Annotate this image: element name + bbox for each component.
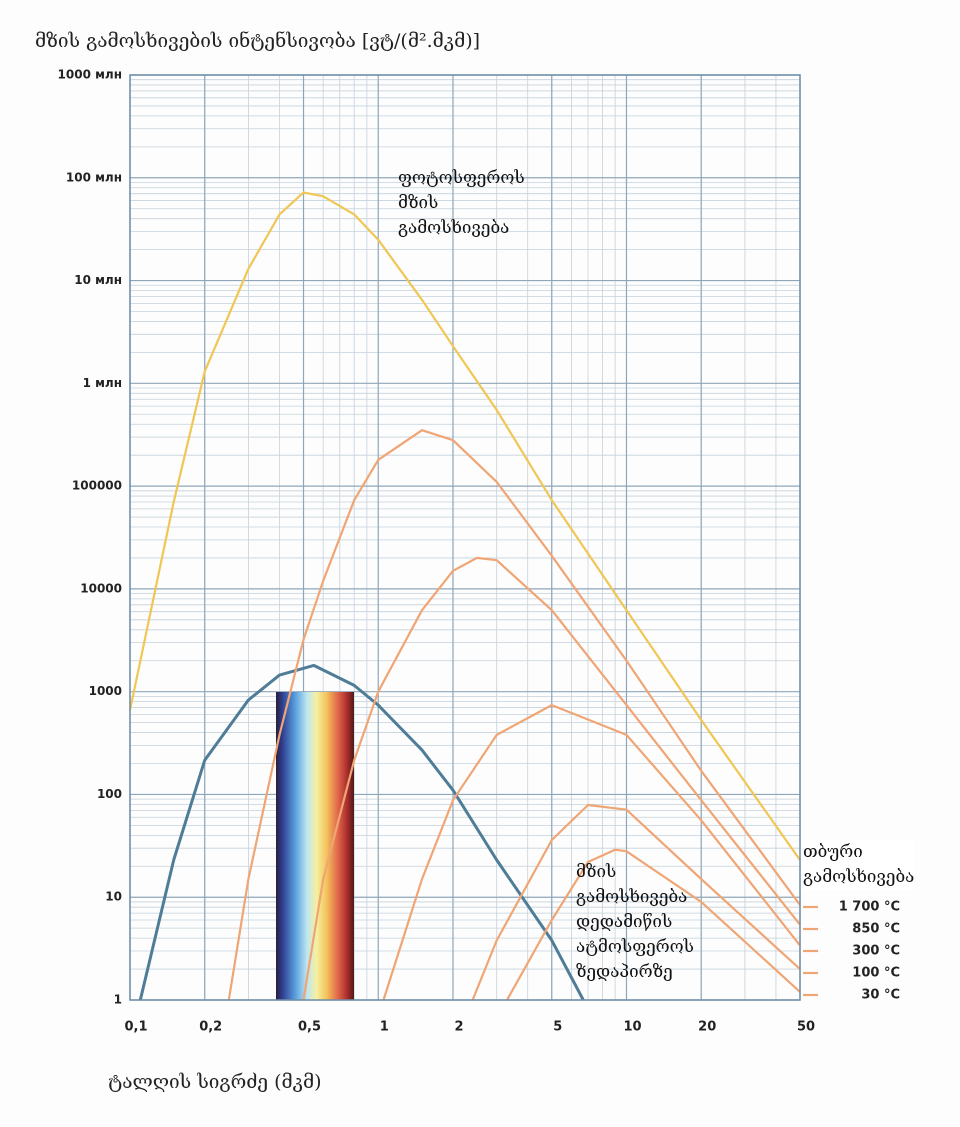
ticks: 0,1 0,2 0,5 1 2 5 10 20 50 1 10 100 1000 10000 100000 1… bbox=[58, 68, 816, 1035]
series-line bbox=[471, 803, 801, 1001]
series-line bbox=[138, 663, 585, 1001]
y-tick-label: 1000 bbox=[89, 684, 122, 698]
x-tick-label: 0,2 bbox=[199, 1020, 222, 1035]
y-tick-label: 100 млн bbox=[66, 170, 122, 184]
x-tick-label: 0,5 bbox=[298, 1020, 321, 1035]
y-tick-label: 10000 bbox=[80, 581, 122, 595]
legend-label: 850 °C bbox=[852, 922, 900, 937]
y-tick-label: 1 млн bbox=[83, 376, 122, 390]
visible-spectrum bbox=[276, 692, 354, 1000]
x-tick-label: 0,1 bbox=[124, 1020, 147, 1035]
legend-label: 30 °C bbox=[861, 988, 900, 1003]
y-tick-label: 10 bbox=[105, 890, 122, 904]
y-tick-label: 1 bbox=[114, 993, 122, 1007]
y-tick-label: 100 bbox=[97, 787, 122, 801]
legend-label: 100 °C bbox=[852, 966, 900, 981]
y-tick-label: 10 млн bbox=[74, 273, 122, 287]
y-tick-label: 100000 bbox=[72, 479, 122, 493]
series-line bbox=[382, 704, 801, 1001]
series-line bbox=[128, 191, 801, 861]
legend: 1 700 °C 850 °C 300 °C 100 °C 30 °C bbox=[803, 900, 900, 1003]
series-line bbox=[227, 429, 801, 1001]
x-tick-label: 50 bbox=[797, 1020, 815, 1035]
series-line bbox=[506, 848, 801, 1001]
annotation: მზის გამოსხივება დედამიწის ატმოსფეროს ზე… bbox=[576, 862, 694, 982]
legend-label: 1 700 °C bbox=[839, 900, 900, 915]
grid bbox=[129, 74, 801, 1001]
lines bbox=[128, 191, 801, 1001]
legend-title: თბური გამოსხივება bbox=[803, 840, 914, 890]
x-tick-label: 10 bbox=[623, 1020, 641, 1035]
x-tick-label: 20 bbox=[698, 1020, 716, 1035]
x-axis-label: ტალღის სიგრძე (მკმ) bbox=[108, 1071, 322, 1093]
x-tick-label: 2 bbox=[454, 1020, 463, 1035]
plot-frame bbox=[129, 74, 801, 1001]
legend-label: 300 °C bbox=[852, 944, 900, 959]
annotation: ფოტოსფეროს მზის გამოსხივება bbox=[398, 168, 525, 238]
series-line bbox=[302, 556, 801, 1001]
x-tick-label: 1 bbox=[380, 1020, 389, 1035]
y-tick-label: 1000 млн bbox=[58, 68, 122, 82]
x-tick-label: 5 bbox=[553, 1020, 562, 1035]
chart-title: მზის გამოსხივების ინტენსივობა [ვტ/(მ².მკ… bbox=[35, 30, 480, 52]
